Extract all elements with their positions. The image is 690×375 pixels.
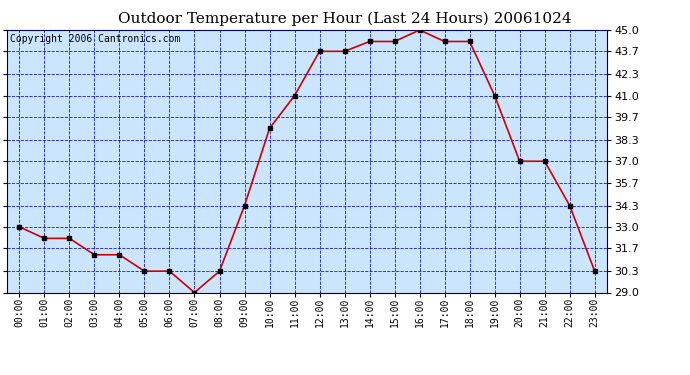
Text: Outdoor Temperature per Hour (Last 24 Hours) 20061024: Outdoor Temperature per Hour (Last 24 Ho… <box>118 11 572 26</box>
Text: Copyright 2006 Cantronics.com: Copyright 2006 Cantronics.com <box>10 34 180 44</box>
